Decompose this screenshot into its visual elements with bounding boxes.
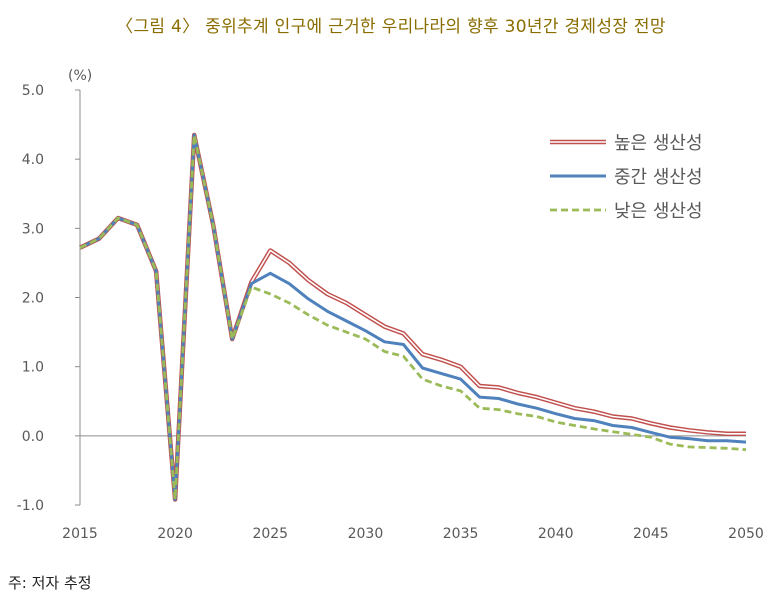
chart-title: 〈그림 4〉 중위추계 인구에 근거한 우리나라의 향후 30년간 경제성장 전…: [116, 17, 666, 37]
y-tick-label: 3.0: [22, 221, 44, 237]
y-tick-label: -1.0: [17, 498, 44, 514]
y-tick-label: 2.0: [22, 291, 44, 307]
x-tick-label: 2020: [157, 526, 193, 542]
y-unit-label: (%): [68, 68, 92, 84]
x-tick-label: 2050: [728, 526, 764, 542]
legend-label: 낮은 생산성: [614, 201, 703, 222]
y-tick-label: 1.0: [22, 360, 44, 376]
x-tick-label: 2030: [348, 526, 384, 542]
x-tick-label: 2015: [62, 526, 98, 542]
y-tick-label: 4.0: [22, 152, 44, 168]
y-tick-label: 0.0: [22, 429, 44, 445]
footnote: 주: 저자 추정: [8, 574, 92, 592]
y-tick-label: 5.0: [22, 83, 44, 99]
x-tick-label: 2040: [538, 526, 574, 542]
x-tick-label: 2025: [252, 526, 288, 542]
series-line-높은-생산성: [79, 132, 746, 502]
x-tick-label: 2045: [633, 526, 669, 542]
x-tick-label: 2035: [443, 526, 479, 542]
series-line-낮은-생산성: [79, 133, 747, 501]
legend-label: 중간 생산성: [614, 167, 703, 188]
legend-label: 높은 생산성: [614, 133, 703, 154]
